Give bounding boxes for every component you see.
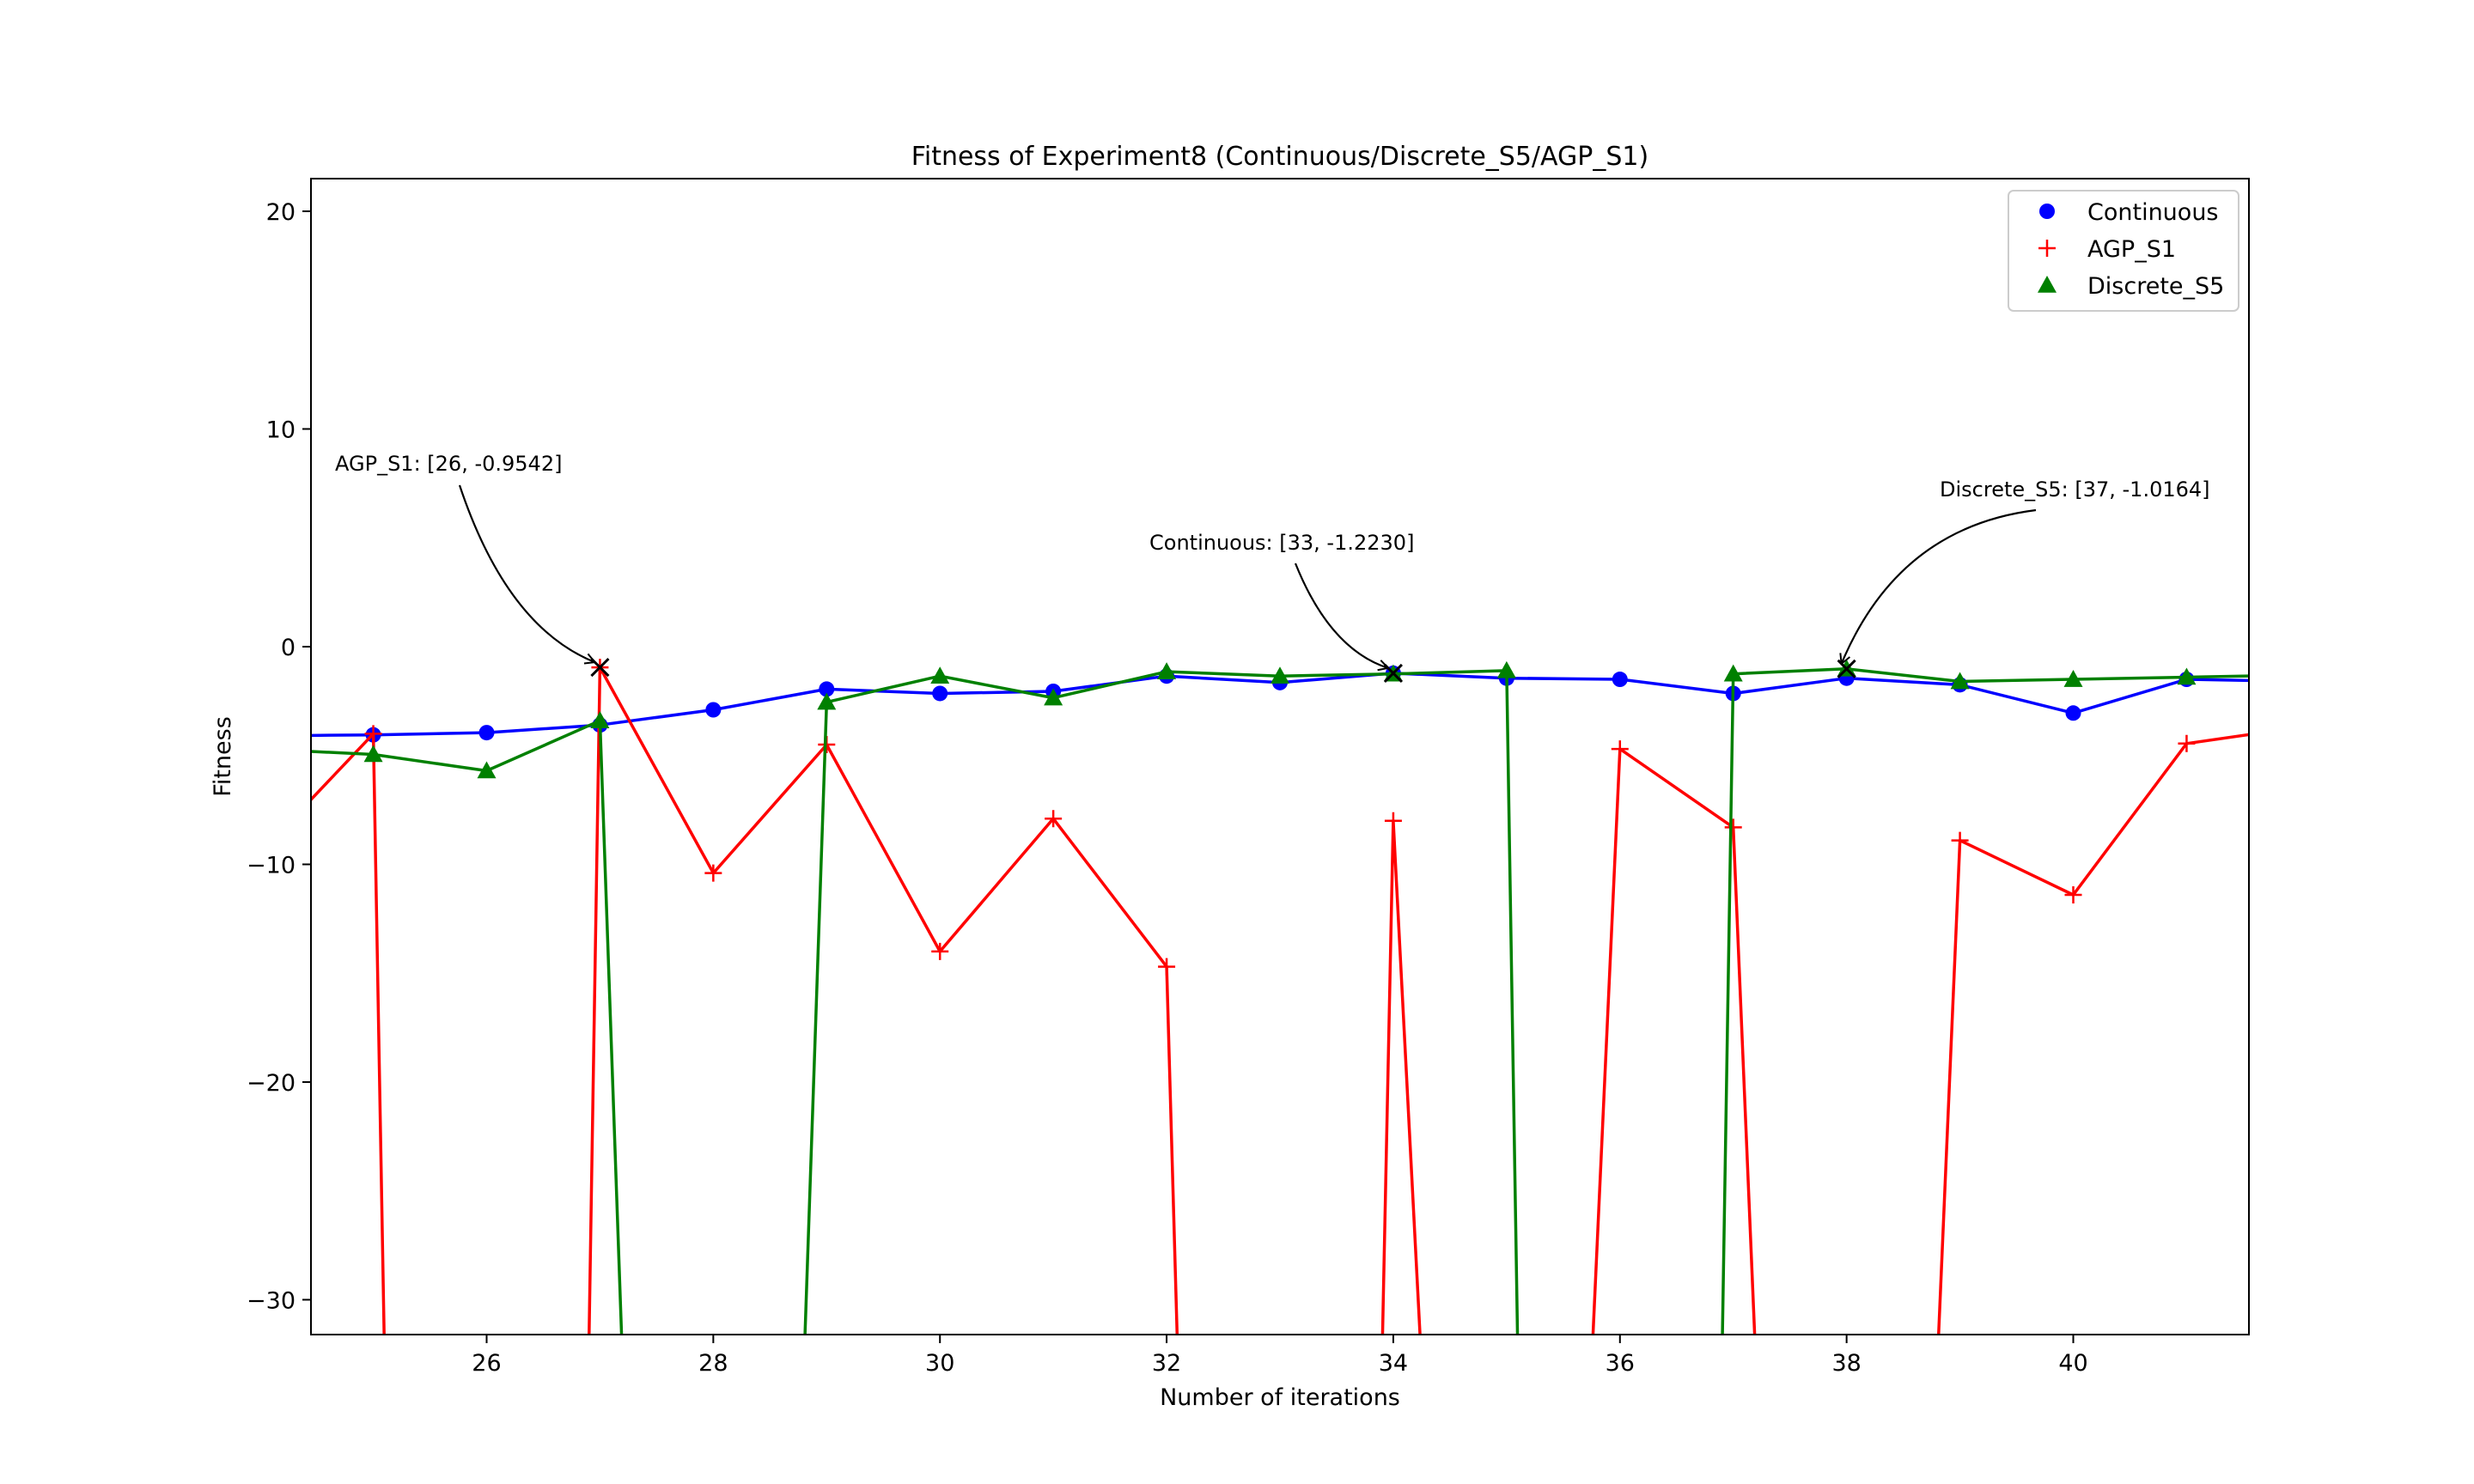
x-axis-label: Number of iterations (1160, 1384, 1400, 1411)
data-point-continuous (253, 728, 268, 744)
x-tick-label: 28 (698, 1350, 728, 1377)
annotation-label: Discrete_S5: [37, -1.0164] (1940, 477, 2210, 502)
x-tick-label: 30 (925, 1350, 954, 1377)
annotation: Discrete_S5: [37, -1.0164] (1837, 477, 2210, 678)
annotation-label: AGP_S1: [26, -0.9542] (335, 452, 562, 476)
series-discrete-s5 (251, 659, 2309, 1335)
data-point-agp-s1 (704, 864, 722, 882)
x-tick-label: 34 (1379, 1350, 1408, 1377)
y-axis: 20 10 0 −10 −20 −30 (247, 199, 311, 1314)
data-point-discrete-s5 (930, 666, 950, 684)
data-point-agp-s1 (1158, 958, 1176, 976)
data-point-agp-s1 (1724, 818, 1742, 836)
annotation-layer: AGP_S1: [26, -0.9542] Continuous: [33, -1… (335, 452, 2210, 683)
y-tick-label: −30 (247, 1287, 296, 1314)
data-point-continuous (705, 702, 722, 718)
series-layer (251, 659, 2309, 1335)
data-point-discrete-s5 (2290, 666, 2309, 683)
data-point-agp-s1 (1045, 810, 1063, 828)
x-tick-label: 32 (1152, 1350, 1181, 1377)
data-point-discrete-s5 (590, 711, 610, 728)
annotation-x-marker (1837, 659, 1856, 678)
data-point-continuous (2065, 705, 2081, 721)
annotation-x-marker (590, 658, 610, 678)
data-point-agp-s1 (2178, 734, 2196, 752)
data-point-agp-s1 (931, 942, 949, 960)
annotation-x-marker (1383, 663, 1403, 683)
data-point-discrete-s5 (817, 692, 837, 710)
y-tick-label: 0 (281, 635, 296, 661)
data-point-continuous (2292, 674, 2307, 690)
data-point-continuous (932, 685, 948, 702)
series-agp-s1 (311, 659, 2308, 1335)
y-tick-label: 10 (266, 417, 296, 444)
annotation-label: Continuous: [33, -1.2230] (1149, 531, 1414, 555)
data-point-discrete-s5 (1157, 662, 1177, 679)
legend-label-continuous: Continuous (2087, 199, 2219, 226)
legend-label-agp-s1: AGP_S1 (2087, 236, 2176, 263)
data-point-discrete-s5 (477, 761, 497, 779)
x-tick-label: 36 (1606, 1350, 1635, 1377)
data-point-agp-s1 (1951, 831, 1969, 849)
annotation-arrow (1294, 563, 1388, 668)
data-point-discrete-s5 (2063, 670, 2083, 687)
data-point-discrete-s5 (1496, 660, 1516, 678)
legend-box (2008, 190, 2239, 312)
x-tick-label: 38 (1831, 1350, 1861, 1377)
chart-title: Fitness of Experiment8 (Continuous/Discr… (911, 142, 1648, 172)
data-point-agp-s1 (2291, 719, 2308, 736)
y-tick-label: 20 (266, 199, 296, 226)
legend-entry-agp-s1: AGP_S1 (2038, 236, 2176, 263)
legend-marker-agp-s1 (2038, 240, 2056, 257)
annotation: AGP_S1: [26, -0.9542] (335, 452, 610, 678)
legend-label-discrete-s5: Discrete_S5 (2087, 273, 2224, 300)
y-tick-label: −20 (247, 1070, 296, 1097)
legend: Continuous AGP_S1 Discrete_S5 (2008, 190, 2239, 312)
data-point-agp-s1 (1384, 812, 1402, 830)
series-line-discrete-s5 (311, 667, 2249, 1335)
data-point-continuous (478, 725, 495, 741)
data-point-discrete-s5 (2177, 667, 2197, 685)
data-point-agp-s1 (1611, 740, 1629, 758)
annotation: Continuous: [33, -1.2230] (1149, 531, 1414, 683)
annotation-arrow (458, 484, 594, 662)
legend-entry-continuous: Continuous (2039, 199, 2219, 226)
data-point-continuous (1612, 672, 1628, 688)
data-point-continuous (819, 681, 835, 697)
annotation-arrow (1842, 508, 2037, 664)
data-point-agp-s1 (364, 725, 382, 743)
x-tick-label: 26 (472, 1350, 501, 1377)
x-axis: 26 28 30 32 34 36 38 40 (472, 1335, 2088, 1377)
data-point-discrete-s5 (1271, 666, 1289, 684)
legend-marker-continuous (2039, 204, 2055, 219)
plot-frame (310, 178, 2250, 1335)
series-line-agp-s1 (311, 666, 2249, 1335)
legend-entry-discrete-s5: Discrete_S5 (2038, 273, 2224, 300)
y-tick-label: −10 (247, 852, 296, 879)
data-point-discrete-s5 (1723, 664, 1743, 682)
data-point-discrete-s5 (363, 745, 383, 763)
data-point-discrete-s5 (1950, 672, 1970, 690)
y-axis-label: Fitness (210, 716, 236, 797)
legend-marker-discrete-s5 (2038, 276, 2057, 293)
data-point-agp-s1 (2064, 885, 2082, 903)
data-point-discrete-s5 (251, 739, 270, 757)
x-tick-label: 40 (2058, 1350, 2087, 1377)
data-point-discrete-s5 (1044, 688, 1063, 706)
